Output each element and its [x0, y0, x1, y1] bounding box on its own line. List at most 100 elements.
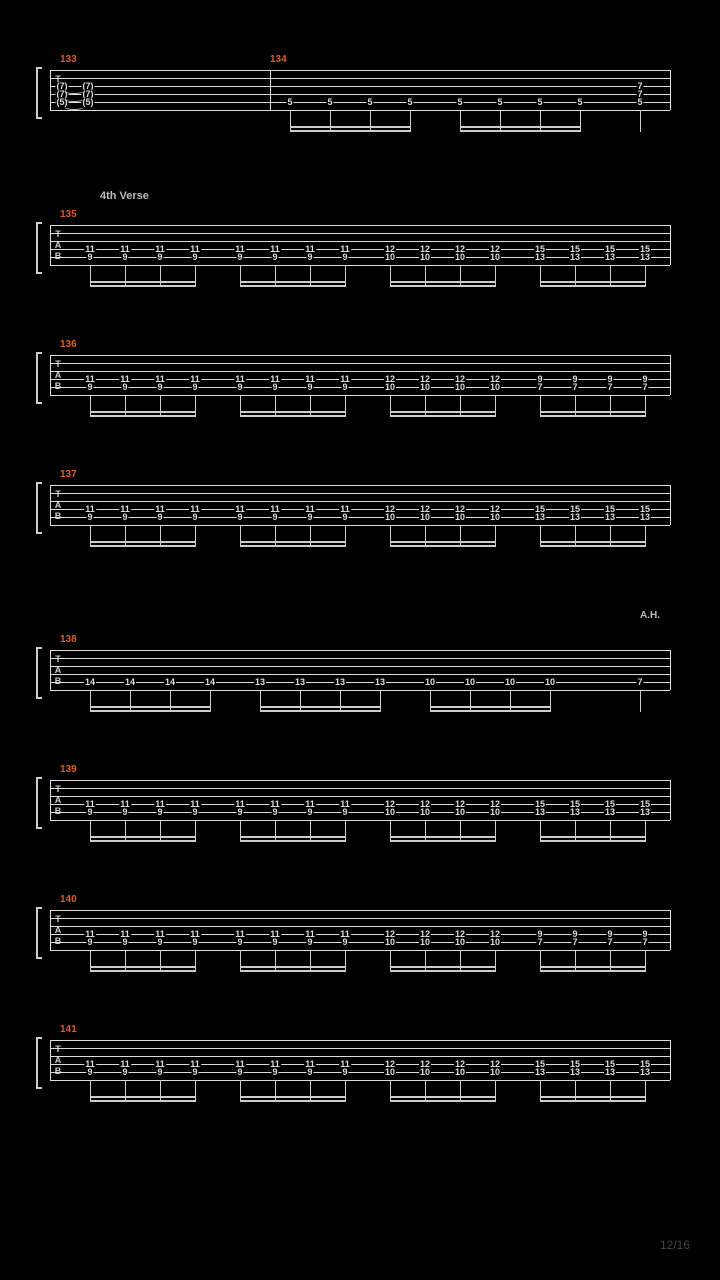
beam	[260, 706, 381, 708]
barline	[50, 485, 51, 525]
beam	[540, 281, 646, 283]
fret-number: 9	[191, 1068, 198, 1077]
note-stem	[495, 1080, 496, 1102]
bar-number: 138	[60, 634, 77, 645]
fret-number: 13	[604, 1068, 616, 1077]
note-stem	[125, 950, 126, 972]
note-stem	[160, 525, 161, 547]
fret-number: 13	[639, 1068, 651, 1077]
fret-number: 9	[306, 513, 313, 522]
fret-number: 9	[121, 938, 128, 947]
fret-number: 9	[236, 808, 243, 817]
note-stem	[390, 1080, 391, 1102]
beam	[240, 281, 346, 283]
staff-line	[50, 493, 670, 494]
barline	[50, 650, 51, 690]
staff-line	[50, 265, 670, 266]
staff-line	[50, 241, 670, 242]
fret-number: 9	[306, 383, 313, 392]
tie	[64, 104, 84, 110]
note-stem	[550, 690, 551, 712]
note-stem	[345, 820, 346, 842]
beam	[240, 545, 346, 547]
fret-number: 13	[534, 513, 546, 522]
fret-number: 9	[156, 808, 163, 817]
note-stem	[495, 265, 496, 287]
staff-line	[50, 78, 670, 79]
beam	[540, 545, 646, 547]
note-stem	[195, 395, 196, 417]
fret-number: 13	[639, 808, 651, 817]
fret-number: 10	[384, 253, 396, 262]
staff-line	[50, 363, 670, 364]
beam	[90, 541, 196, 543]
beam	[90, 966, 196, 968]
note-stem	[195, 265, 196, 287]
section-label: 4th Verse	[100, 190, 149, 202]
beam	[540, 970, 646, 972]
note-stem	[575, 525, 576, 547]
beam	[540, 840, 646, 842]
note-stem	[470, 690, 471, 712]
barline	[50, 1040, 51, 1080]
fret-number: 13	[569, 253, 581, 262]
page-number: 12/16	[660, 1238, 690, 1252]
fret-number: 9	[156, 1068, 163, 1077]
beam	[390, 281, 496, 283]
note-stem	[310, 525, 311, 547]
beam	[240, 836, 346, 838]
beam	[240, 840, 346, 842]
note-stem	[425, 265, 426, 287]
note-stem	[610, 395, 611, 417]
fret-number: 9	[271, 513, 278, 522]
fret-number: 9	[121, 383, 128, 392]
fret-number: 5	[326, 98, 333, 107]
note-stem	[460, 265, 461, 287]
fret-number: 10	[489, 383, 501, 392]
note-stem	[345, 395, 346, 417]
note-stem	[645, 525, 646, 547]
staff-line	[50, 910, 670, 911]
fret-number: 9	[341, 383, 348, 392]
staff-line	[50, 110, 670, 111]
beam	[90, 836, 196, 838]
beam	[460, 126, 581, 128]
note-stem	[390, 395, 391, 417]
note-stem	[390, 950, 391, 972]
note-stem	[460, 110, 461, 132]
note-stem	[345, 525, 346, 547]
staff-line	[50, 70, 670, 71]
staff-line	[50, 918, 670, 919]
bar-number: 135	[60, 209, 77, 220]
fret-number: 10	[424, 678, 436, 687]
fret-number: 5	[496, 98, 503, 107]
beam	[390, 966, 496, 968]
fret-number: 7	[606, 383, 613, 392]
note-stem	[540, 1080, 541, 1102]
fret-number: 13	[569, 1068, 581, 1077]
note-stem	[275, 265, 276, 287]
note-stem	[345, 1080, 346, 1102]
fret-number: 9	[341, 808, 348, 817]
fret-number: 9	[156, 383, 163, 392]
fret-number: 9	[341, 253, 348, 262]
beam	[390, 285, 496, 287]
note-stem	[290, 110, 291, 132]
fret-number: 9	[236, 1068, 243, 1077]
staff-line	[50, 525, 670, 526]
fret-number: 10	[454, 938, 466, 947]
staff-line	[50, 796, 670, 797]
artificial-harmonic-label: A.H.	[640, 610, 660, 621]
note-stem	[460, 820, 461, 842]
note-stem	[275, 950, 276, 972]
fret-number: 9	[341, 513, 348, 522]
note-stem	[460, 395, 461, 417]
note-stem	[640, 110, 641, 132]
barline	[50, 780, 51, 820]
note-stem	[425, 950, 426, 972]
note-stem	[645, 950, 646, 972]
staff-line	[50, 371, 670, 372]
fret-number: 9	[121, 808, 128, 817]
note-stem	[500, 110, 501, 132]
beam	[90, 545, 196, 547]
